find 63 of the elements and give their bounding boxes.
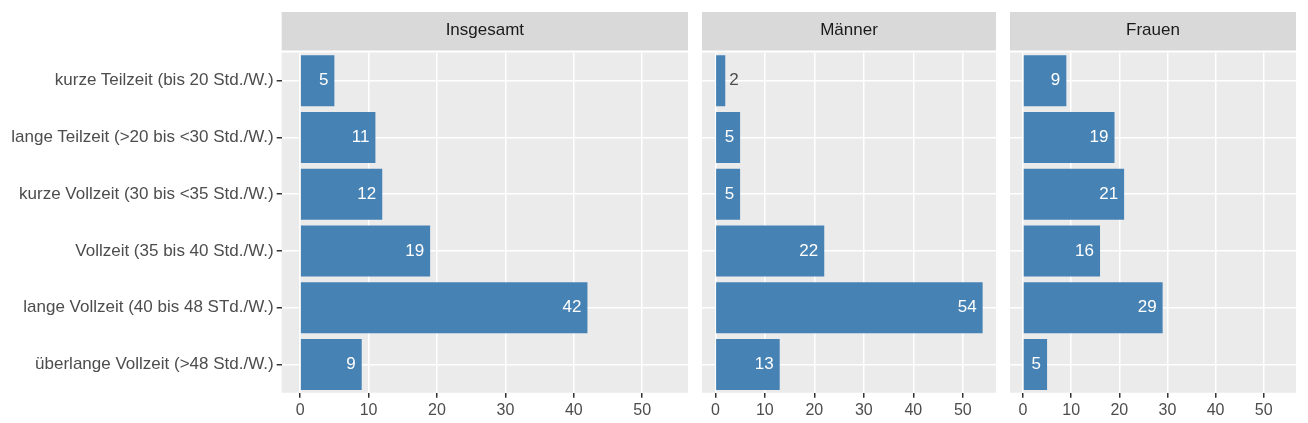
data-label: 16 bbox=[1075, 240, 1095, 260]
data-label: 13 bbox=[754, 354, 774, 374]
data-label: 54 bbox=[957, 297, 977, 317]
data-label: 5 bbox=[1031, 354, 1042, 374]
bar bbox=[716, 111, 741, 164]
bar bbox=[1023, 55, 1067, 107]
data-label: 29 bbox=[1137, 297, 1157, 317]
x-tick-label: 30 bbox=[854, 400, 873, 418]
data-label: 22 bbox=[799, 240, 819, 260]
x-tick-label: 20 bbox=[428, 400, 446, 418]
x-tick-label: 10 bbox=[1062, 400, 1081, 418]
x-tick-label: 40 bbox=[1206, 400, 1225, 418]
data-label: 9 bbox=[1050, 70, 1061, 90]
bar bbox=[300, 55, 335, 107]
bar bbox=[1023, 282, 1163, 334]
bar bbox=[1023, 168, 1125, 220]
x-tick-label: 0 bbox=[295, 400, 305, 418]
data-label: 9 bbox=[346, 354, 356, 374]
chart-title: Frauen bbox=[1126, 19, 1180, 39]
x-tick-label: 50 bbox=[633, 400, 652, 418]
x-tick-label: 30 bbox=[496, 400, 515, 418]
data-label: 19 bbox=[405, 240, 425, 260]
bar bbox=[716, 282, 983, 334]
x-tick-label: 50 bbox=[953, 400, 972, 418]
x-tick-label: 20 bbox=[1110, 400, 1129, 418]
x-tick-label: 10 bbox=[755, 400, 774, 418]
bar bbox=[716, 168, 741, 220]
y-tick-label: lange Teilzeit (>20 bis <30 Std./W.) bbox=[11, 127, 274, 147]
data-label: 12 bbox=[357, 183, 377, 203]
data-label: 21 bbox=[1099, 183, 1119, 203]
data-label: 19 bbox=[1089, 127, 1109, 147]
data-label: 5 bbox=[318, 70, 329, 90]
bar bbox=[716, 225, 825, 277]
x-tick-label: 20 bbox=[805, 400, 824, 418]
x-tick-label: 0 bbox=[710, 400, 720, 418]
bar bbox=[1023, 111, 1115, 164]
y-tick-label: Vollzeit (35 bis 40 Std./W.) bbox=[75, 240, 274, 260]
x-tick-label: 0 bbox=[1018, 400, 1028, 418]
y-tick-label: kurze Teilzeit (bis 20 Std./W.) bbox=[54, 70, 274, 90]
chart-title: Männer bbox=[820, 19, 879, 39]
bar bbox=[716, 55, 726, 107]
bar bbox=[300, 111, 376, 164]
bar bbox=[716, 338, 780, 390]
y-tick-label: lange Vollzeit (40 bis 48 STd./W.) bbox=[23, 297, 274, 317]
data-label: 42 bbox=[562, 297, 582, 317]
bar bbox=[300, 338, 362, 390]
bar bbox=[1023, 338, 1048, 390]
bar bbox=[300, 168, 383, 220]
data-label: 5 bbox=[724, 183, 735, 203]
bar bbox=[1023, 225, 1101, 277]
x-tick-label: 40 bbox=[904, 400, 923, 418]
x-tick-label: 40 bbox=[564, 400, 583, 418]
data-label: 5 bbox=[724, 127, 735, 147]
bar bbox=[300, 282, 588, 334]
y-tick-label: kurze Vollzeit (30 bis <35 Std./W.) bbox=[19, 183, 274, 203]
bar bbox=[300, 225, 431, 277]
x-tick-label: 30 bbox=[1158, 400, 1177, 418]
x-tick-label: 50 bbox=[1254, 400, 1273, 418]
chart-title: Insgesamt bbox=[445, 19, 525, 39]
data-label: 11 bbox=[351, 127, 370, 147]
x-tick-label: 10 bbox=[359, 400, 378, 418]
data-label: 2 bbox=[729, 70, 739, 90]
y-tick-label: überlange Vollzeit (>48 Std./W.) bbox=[35, 354, 274, 374]
